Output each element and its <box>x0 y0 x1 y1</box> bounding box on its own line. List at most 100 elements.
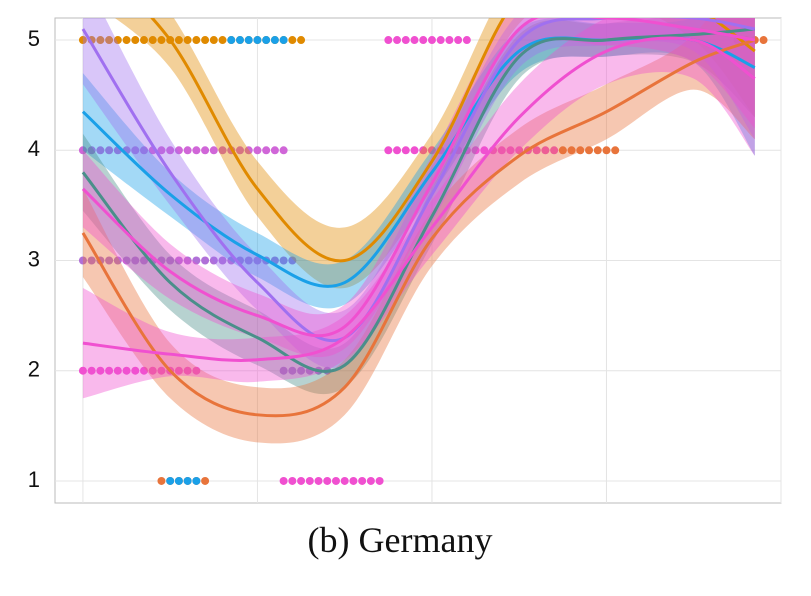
dot <box>279 146 288 155</box>
dot <box>218 146 227 155</box>
dot <box>366 476 375 485</box>
dot <box>279 256 288 265</box>
dot <box>166 476 175 485</box>
dot <box>105 256 114 265</box>
dot <box>192 256 201 265</box>
dot <box>393 36 402 45</box>
dot <box>218 256 227 265</box>
dot <box>140 146 149 155</box>
dot <box>192 36 201 45</box>
dot <box>497 146 506 155</box>
smooth-line <box>81 18 756 343</box>
dot <box>253 146 262 155</box>
dot <box>602 146 611 155</box>
dot <box>244 256 253 265</box>
dot <box>427 146 436 155</box>
dot <box>375 476 384 485</box>
dot <box>174 256 183 265</box>
dot <box>183 256 192 265</box>
dot <box>183 366 192 375</box>
dot <box>209 146 218 155</box>
y-tick-label: 1 <box>28 467 40 492</box>
dot <box>244 146 253 155</box>
dot <box>323 476 332 485</box>
smooth-line <box>81 38 756 418</box>
dot <box>113 366 122 375</box>
dot <box>174 36 183 45</box>
dot <box>462 36 471 45</box>
dot <box>480 146 489 155</box>
dot <box>148 366 157 375</box>
dot <box>410 146 419 155</box>
dot <box>235 36 244 45</box>
smooth-line <box>82 36 756 362</box>
dot <box>140 256 149 265</box>
dot <box>192 366 201 375</box>
dot <box>96 146 105 155</box>
caption: (b) Germany <box>308 520 493 560</box>
dot <box>192 476 201 485</box>
dot <box>174 476 183 485</box>
dot <box>174 146 183 155</box>
dot <box>253 256 262 265</box>
dot <box>288 36 297 45</box>
dot <box>349 476 358 485</box>
dot <box>209 256 218 265</box>
dot <box>148 36 157 45</box>
dot <box>393 146 402 155</box>
dot <box>288 476 297 485</box>
dot <box>532 146 541 155</box>
dot <box>105 146 114 155</box>
y-tick-label: 2 <box>28 357 40 382</box>
dot <box>419 36 428 45</box>
dot <box>201 36 210 45</box>
dot <box>157 146 166 155</box>
dot <box>87 146 96 155</box>
dot <box>593 146 602 155</box>
dot <box>297 36 306 45</box>
dot <box>140 36 149 45</box>
dot <box>235 146 244 155</box>
dot <box>550 146 559 155</box>
dot <box>201 476 210 485</box>
dot <box>174 366 183 375</box>
dot <box>131 256 140 265</box>
y-tick-label: 5 <box>28 26 40 51</box>
dot <box>87 366 96 375</box>
dot <box>401 36 410 45</box>
dot <box>340 476 349 485</box>
plot <box>78 18 768 485</box>
dot <box>270 146 279 155</box>
y-tick-label: 4 <box>28 136 40 161</box>
dot <box>314 476 323 485</box>
dot <box>427 36 436 45</box>
dot <box>78 366 87 375</box>
dot <box>585 146 594 155</box>
dot <box>96 36 105 45</box>
confidence-band <box>82 18 755 309</box>
dot <box>183 146 192 155</box>
dot <box>436 36 445 45</box>
dot <box>122 256 131 265</box>
dot <box>253 36 262 45</box>
dot <box>105 36 114 45</box>
smooth-line <box>150 18 756 263</box>
dot <box>419 146 428 155</box>
dot <box>506 146 515 155</box>
dot <box>183 36 192 45</box>
dot <box>567 146 576 155</box>
dot <box>78 36 87 45</box>
dot <box>87 256 96 265</box>
dot <box>331 476 340 485</box>
dot <box>279 36 288 45</box>
dot <box>113 36 122 45</box>
dot <box>192 146 201 155</box>
dot <box>166 256 175 265</box>
dot <box>227 36 236 45</box>
dot <box>113 256 122 265</box>
dot <box>183 476 192 485</box>
dot <box>244 36 253 45</box>
dot <box>96 366 105 375</box>
dot <box>759 36 768 45</box>
